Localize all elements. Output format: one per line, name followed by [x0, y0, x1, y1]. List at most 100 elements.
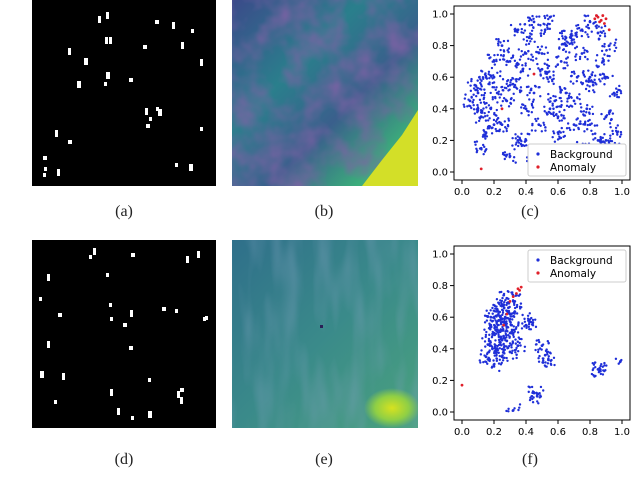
background-point — [512, 85, 516, 89]
background-point — [485, 135, 489, 138]
background-point — [485, 330, 488, 334]
background-point — [608, 95, 612, 98]
background-point — [608, 48, 611, 51]
background-point — [497, 38, 500, 41]
background-point — [593, 124, 597, 127]
background-point — [498, 74, 502, 78]
background-point — [509, 81, 512, 84]
background-point — [594, 365, 597, 369]
background-point — [580, 34, 584, 38]
background-point — [505, 60, 508, 63]
background-point — [512, 325, 515, 328]
background-point — [485, 319, 489, 322]
background-point — [489, 91, 492, 95]
background-point — [501, 152, 505, 156]
anomaly-point — [460, 383, 464, 387]
background-point — [611, 132, 615, 136]
background-point — [495, 59, 498, 63]
mask-pixel — [58, 313, 62, 317]
background-point — [483, 340, 487, 343]
feature-map-panel-b — [232, 0, 418, 186]
background-point — [483, 354, 486, 357]
background-point — [507, 334, 510, 337]
anomaly-point — [601, 14, 605, 17]
legend-box — [527, 249, 627, 283]
background-point — [521, 67, 525, 70]
background-point — [480, 70, 484, 73]
background-point — [532, 91, 536, 95]
background-point — [539, 95, 542, 98]
background-point — [559, 60, 563, 63]
background-point — [515, 312, 519, 315]
background-point — [580, 110, 583, 113]
background-point — [498, 314, 501, 318]
background-point — [475, 85, 478, 88]
background-point — [575, 79, 579, 83]
background-point — [553, 363, 556, 367]
background-point — [528, 91, 531, 95]
background-point — [498, 58, 502, 62]
background-point — [535, 57, 538, 60]
background-point — [606, 54, 609, 58]
background-point — [475, 108, 478, 111]
background-point — [605, 364, 608, 367]
background-point — [496, 129, 500, 133]
mask-pixel — [44, 167, 47, 171]
background-point — [552, 111, 555, 114]
background-point — [584, 31, 587, 34]
background-point — [499, 93, 503, 96]
background-point — [525, 39, 529, 42]
background-point — [531, 391, 534, 395]
background-point — [531, 55, 534, 59]
background-point — [518, 138, 522, 141]
background-point — [517, 78, 521, 81]
background-point — [531, 318, 535, 322]
background-point — [526, 93, 529, 97]
background-point — [498, 358, 502, 361]
background-point — [485, 309, 488, 312]
background-point — [490, 126, 493, 130]
background-point — [514, 143, 518, 146]
background-point — [600, 362, 603, 366]
background-point — [520, 305, 523, 309]
background-point — [487, 337, 491, 341]
background-point — [484, 148, 487, 152]
background-point — [509, 78, 513, 82]
background-point — [491, 347, 494, 351]
background-point — [560, 32, 564, 35]
background-point — [595, 54, 599, 57]
background-point — [520, 132, 523, 136]
background-point — [493, 304, 496, 307]
mask-pixel — [55, 130, 58, 137]
background-point — [592, 138, 595, 141]
background-point — [552, 107, 555, 110]
background-point — [526, 109, 529, 113]
background-point — [587, 27, 591, 30]
background-point — [601, 72, 605, 76]
background-point — [523, 320, 527, 323]
background-point — [531, 122, 534, 126]
mask-pixel — [68, 48, 71, 55]
background-point — [529, 88, 532, 92]
background-point — [514, 342, 518, 345]
background-point — [611, 112, 615, 115]
background-point — [502, 130, 505, 133]
background-point — [475, 94, 478, 98]
background-point — [609, 134, 612, 137]
mask-pixel — [181, 42, 184, 49]
background-point — [505, 309, 508, 312]
anomaly-point — [598, 20, 601, 24]
background-point — [516, 30, 519, 34]
background-point — [550, 78, 554, 81]
background-point — [570, 29, 573, 33]
background-point — [497, 331, 500, 334]
background-point — [508, 305, 511, 309]
background-point — [542, 77, 545, 80]
background-point — [497, 343, 501, 347]
background-point — [537, 67, 540, 70]
background-point — [562, 135, 565, 139]
background-point — [593, 81, 597, 84]
background-point — [563, 61, 566, 64]
background-point — [583, 121, 587, 125]
mask-pixel — [57, 169, 60, 176]
